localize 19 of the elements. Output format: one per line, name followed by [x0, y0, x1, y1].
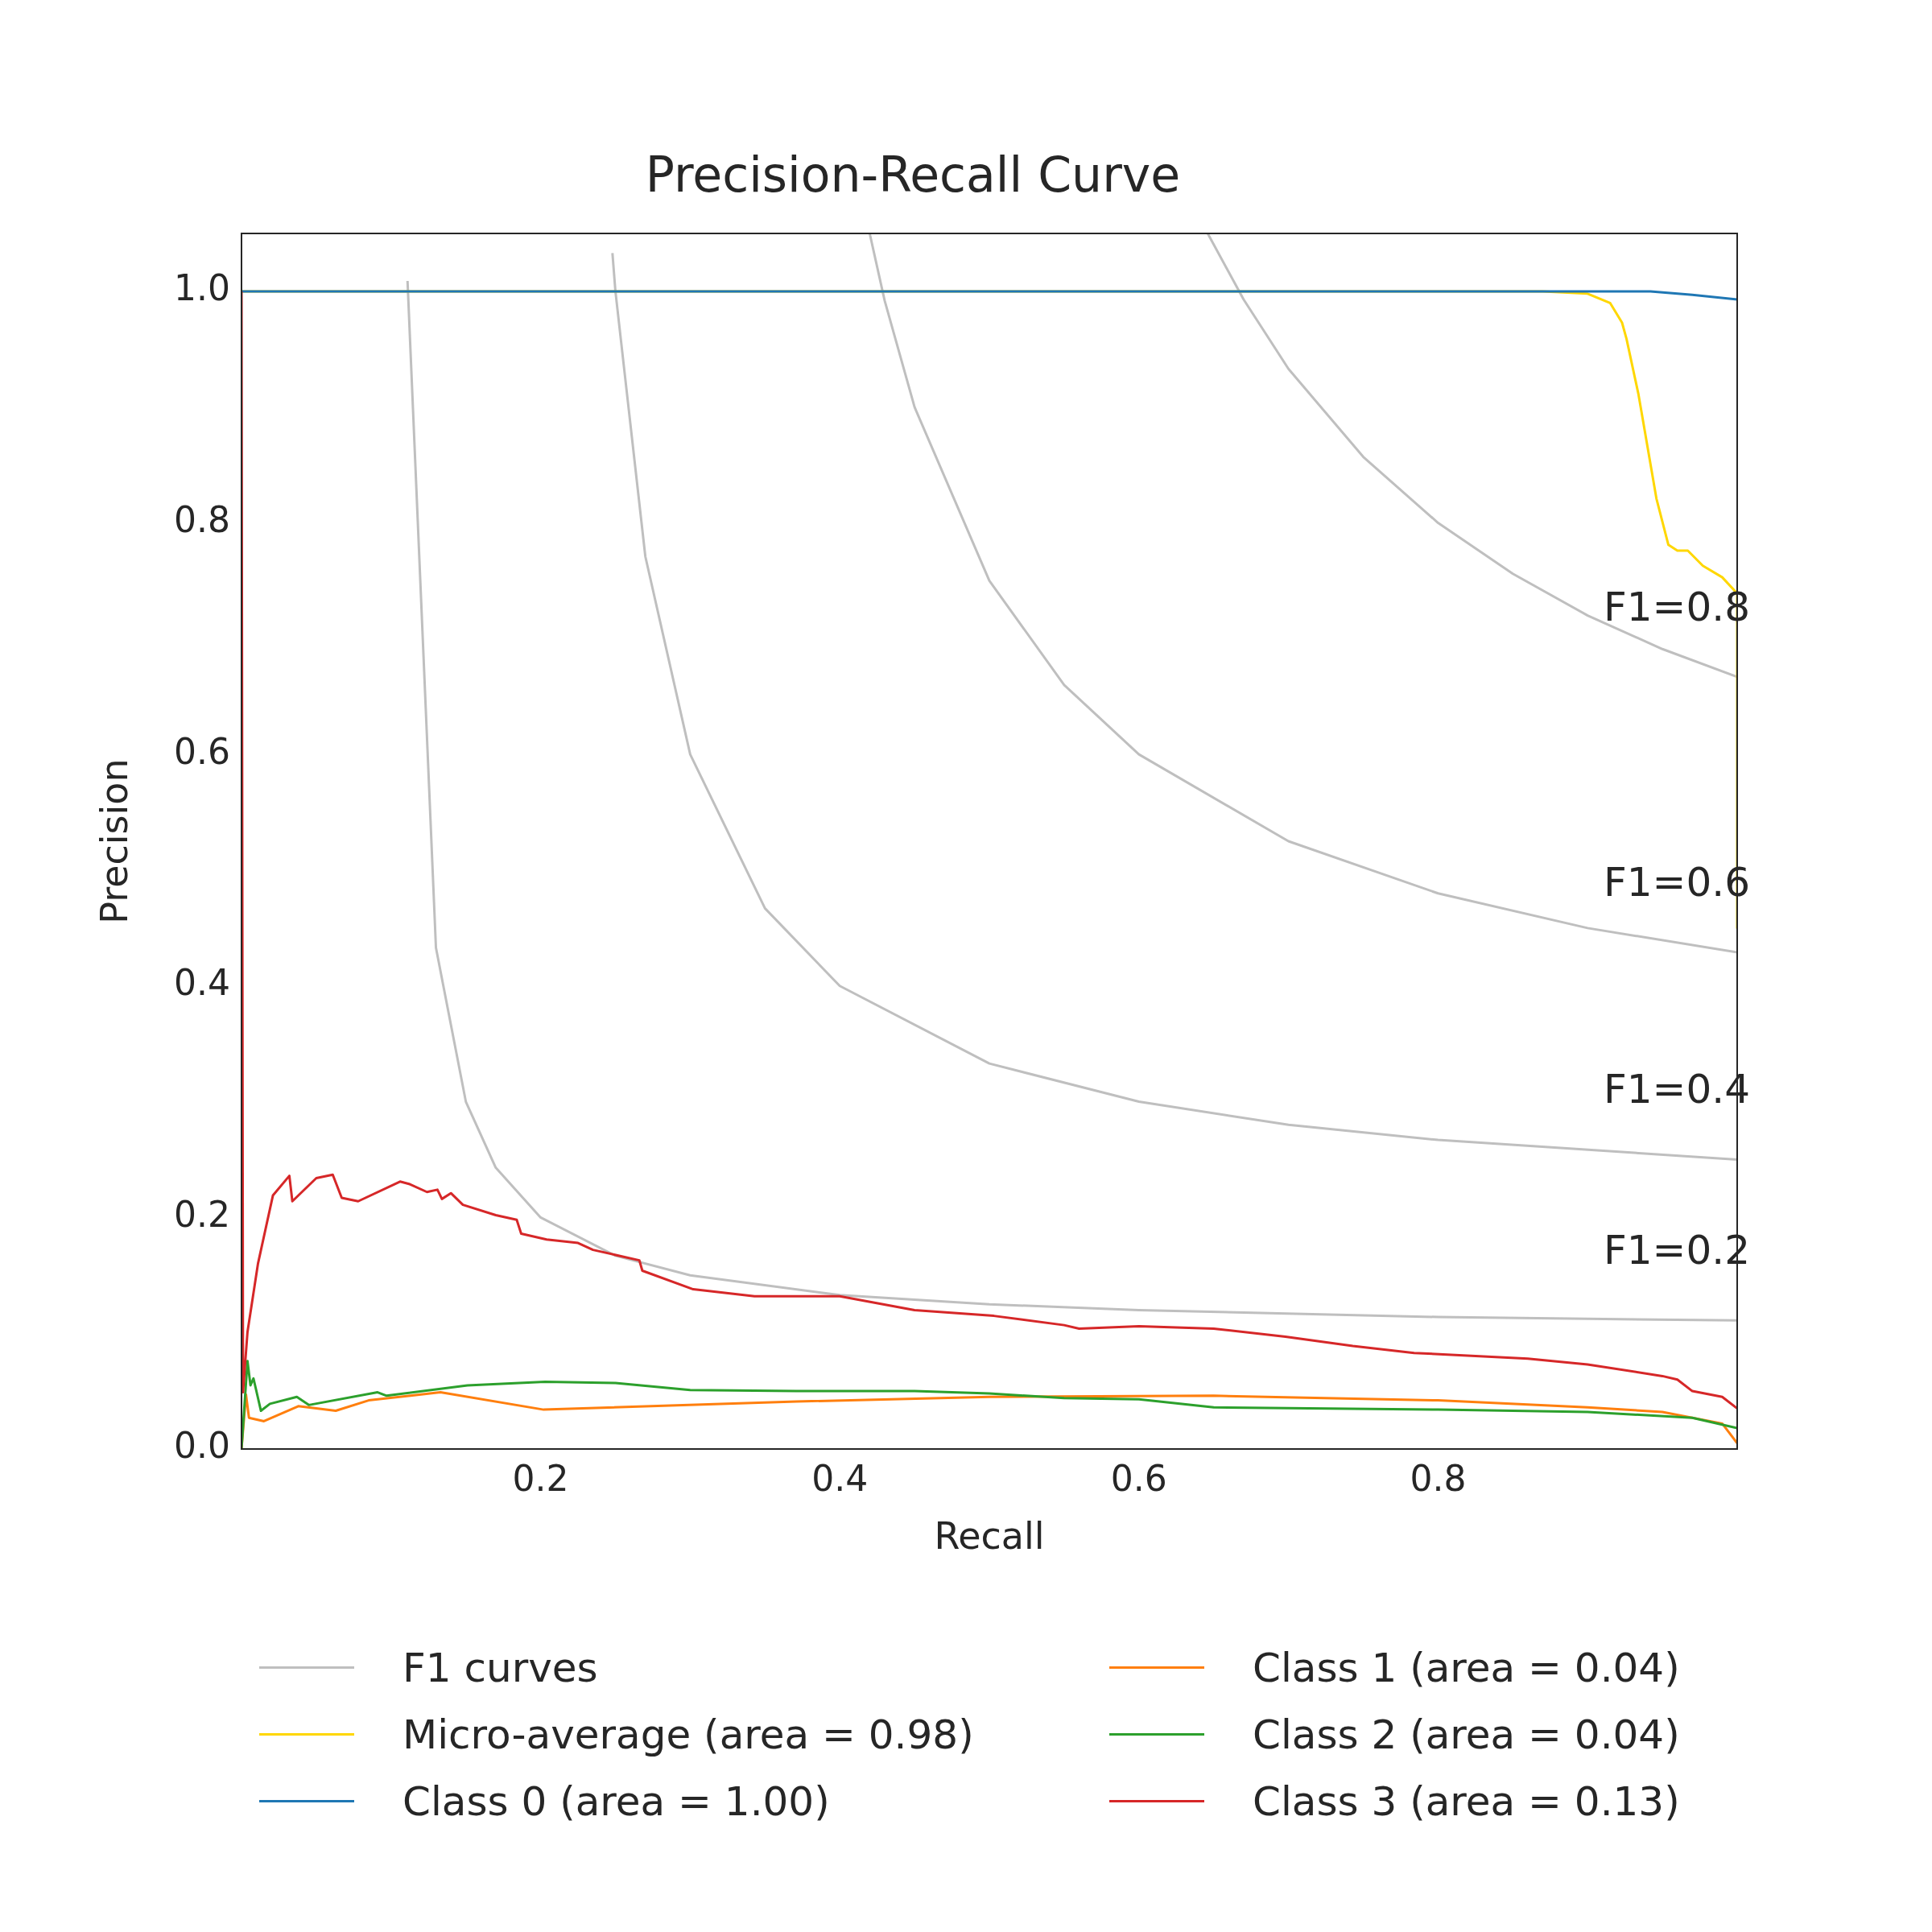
legend-label: Class 0 (area = 1.00): [402, 1777, 830, 1825]
legend-label: Class 2 (area = 0.04): [1253, 1711, 1680, 1758]
legend-label: Class 3 (area = 0.13): [1253, 1777, 1680, 1825]
y-tick-label: 1.0: [174, 267, 230, 309]
y-tick-label: 0.4: [174, 962, 230, 1004]
x-tick-label: 0.2: [512, 1457, 569, 1499]
legend-label: Class 1 (area = 0.04): [1253, 1644, 1680, 1691]
x-tick-label: 0.4: [811, 1457, 869, 1499]
legend-label: F1 curves: [402, 1644, 598, 1691]
x-tick-label: 0.6: [1110, 1457, 1167, 1499]
chart-title: Precision-Recall Curve: [645, 146, 1181, 203]
x-axis-title: Recall: [934, 1514, 1045, 1558]
x-tick-label: 0.8: [1410, 1457, 1467, 1499]
legend-label: Micro-average (area = 0.98): [402, 1711, 974, 1758]
y-tick-label: 0.8: [174, 498, 230, 540]
y-tick-label: 0.0: [174, 1425, 230, 1467]
y-axis-title: Precision: [92, 758, 136, 924]
y-tick-label: 0.2: [174, 1193, 230, 1235]
y-tick-label: 0.6: [174, 730, 230, 772]
